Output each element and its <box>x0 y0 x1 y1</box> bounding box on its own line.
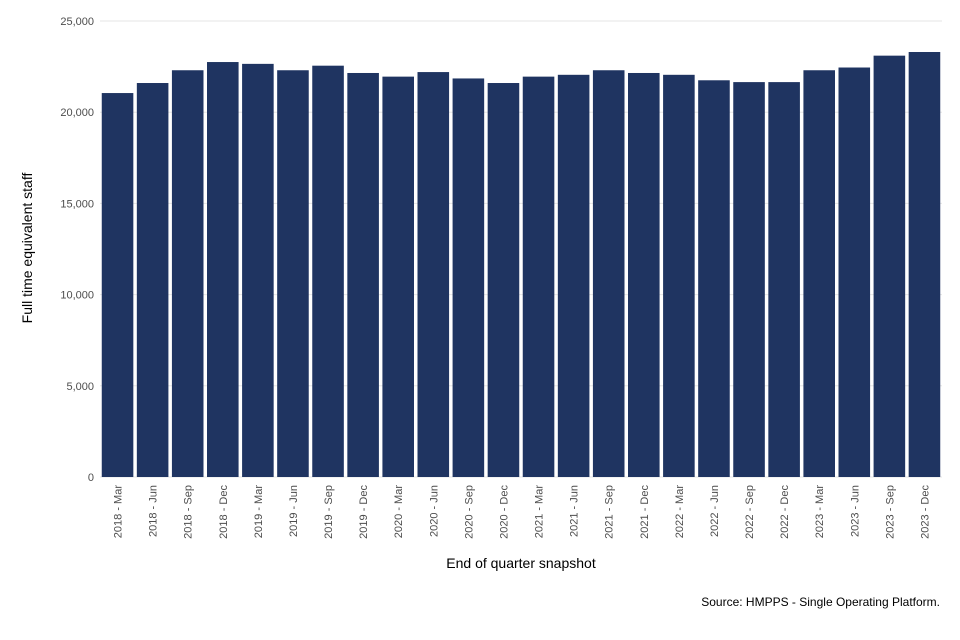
bar <box>347 72 379 477</box>
bar <box>768 82 800 477</box>
bar <box>242 63 274 477</box>
y-tick-label: 25,000 <box>60 16 94 28</box>
x-tick-label: 2022 - Sep <box>744 485 756 539</box>
bar <box>487 83 520 478</box>
x-tick-label: 2020 - Mar <box>393 485 405 539</box>
x-tick-label: 2019 - Jun <box>288 485 300 537</box>
x-tick-label: 2020 - Jun <box>428 485 440 537</box>
gridlines <box>100 20 942 478</box>
x-tick-label: 2021 - Jun <box>569 485 581 537</box>
bar <box>803 70 835 478</box>
x-tick-label: 2020 - Dec <box>498 485 510 539</box>
bar <box>838 67 871 478</box>
y-axis-title: Full time equivalent staff <box>19 173 35 324</box>
bar <box>522 76 555 477</box>
y-tick-label: 0 <box>88 472 94 484</box>
y-tick-label: 5,000 <box>66 381 94 393</box>
y-tick-label: 10,000 <box>60 290 94 302</box>
y-tick-label: 20,000 <box>60 107 94 119</box>
x-tick-label: 2022 - Dec <box>779 485 791 539</box>
bar <box>312 65 344 478</box>
bar <box>733 82 765 477</box>
bar <box>663 74 695 478</box>
bar <box>101 93 134 477</box>
x-axis-ticks: 2018 - Mar 2018 - Jun 2018 - Sep 2018 - Dec… <box>113 485 932 539</box>
bar <box>207 62 239 477</box>
bar <box>136 83 169 478</box>
x-tick-label: 2022 - Jun <box>709 485 721 537</box>
y-tick-label: 15,000 <box>60 198 94 210</box>
bar <box>698 80 730 477</box>
x-tick-label: 2018 - Jun <box>148 485 160 537</box>
bar <box>382 76 414 477</box>
y-axis-ticks: 0 5,000 10,000 15,000 20,000 25,000 <box>60 16 94 484</box>
x-tick-label: 2019 - Sep <box>323 485 335 539</box>
x-tick-label: 2023 - Mar <box>814 485 826 539</box>
bar <box>628 72 660 477</box>
source-note: Source: HMPPS - Single Operating Platfor… <box>701 595 940 609</box>
x-tick-label: 2018 - Sep <box>183 485 195 539</box>
bar <box>908 52 941 478</box>
bar <box>417 72 450 478</box>
bar <box>592 70 625 478</box>
x-tick-label: 2021 - Mar <box>534 485 546 539</box>
x-tick-label: 2019 - Dec <box>358 485 370 539</box>
bar <box>277 70 309 478</box>
x-tick-label: 2018 - Dec <box>218 485 230 539</box>
x-tick-label: 2019 - Mar <box>253 485 265 539</box>
bar <box>557 74 590 478</box>
x-tick-label: 2021 - Dec <box>639 485 651 539</box>
x-tick-label: 2020 - Sep <box>463 485 475 539</box>
bars <box>101 52 941 478</box>
x-tick-label: 2023 - Jun <box>849 485 861 537</box>
bar <box>452 78 485 478</box>
x-tick-label: 2023 - Dec <box>919 485 931 539</box>
x-tick-label: 2018 - Mar <box>113 485 125 539</box>
bar <box>873 55 906 477</box>
x-tick-label: 2023 - Sep <box>884 485 896 539</box>
x-tick-label: 2021 - Sep <box>604 485 616 539</box>
bar <box>171 70 204 478</box>
x-tick-label: 2022 - Mar <box>674 485 686 539</box>
x-axis-title: End of quarter snapshot <box>446 555 596 571</box>
